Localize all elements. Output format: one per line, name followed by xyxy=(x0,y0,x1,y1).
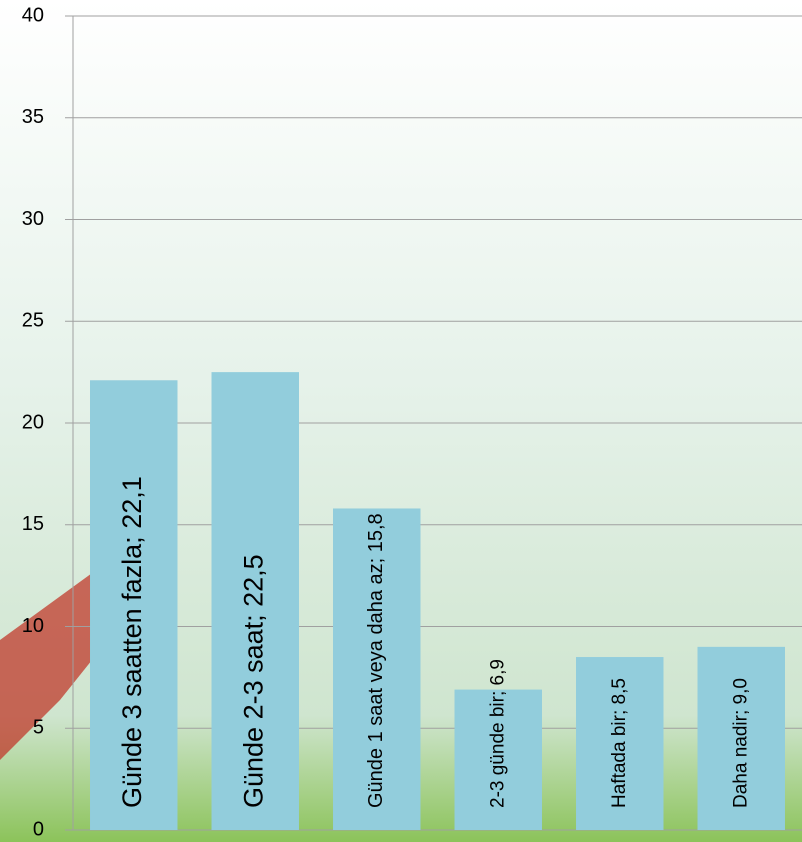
y-tick-label: 15 xyxy=(22,513,44,535)
y-tick-label: 40 xyxy=(22,4,44,26)
y-tick-label: 30 xyxy=(22,208,44,230)
chart: 0 5 10 15 20 25 30 35 40 Günde 3 saatten fazla; 2… xyxy=(0,0,802,842)
y-tick-label: 35 xyxy=(22,106,44,128)
y-tick-label: 0 xyxy=(33,818,44,840)
y-tick-label: 25 xyxy=(22,310,44,332)
data-label: Daha nadir; 9,0 xyxy=(730,678,751,808)
data-label: 2-3 günde bir; 6,9 xyxy=(487,659,508,808)
y-tick-label: 20 xyxy=(22,411,44,433)
data-label: Günde 2-3 saat; 22,5 xyxy=(238,554,268,808)
data-label: Günde 3 saatten fazla; 22,1 xyxy=(117,476,147,808)
data-label: Haftada bir; 8,5 xyxy=(609,678,630,808)
y-tick-label: 10 xyxy=(22,615,44,637)
y-tick-label: 5 xyxy=(33,717,44,739)
data-label: Günde 1 saat veya daha az; 15,8 xyxy=(365,513,387,808)
